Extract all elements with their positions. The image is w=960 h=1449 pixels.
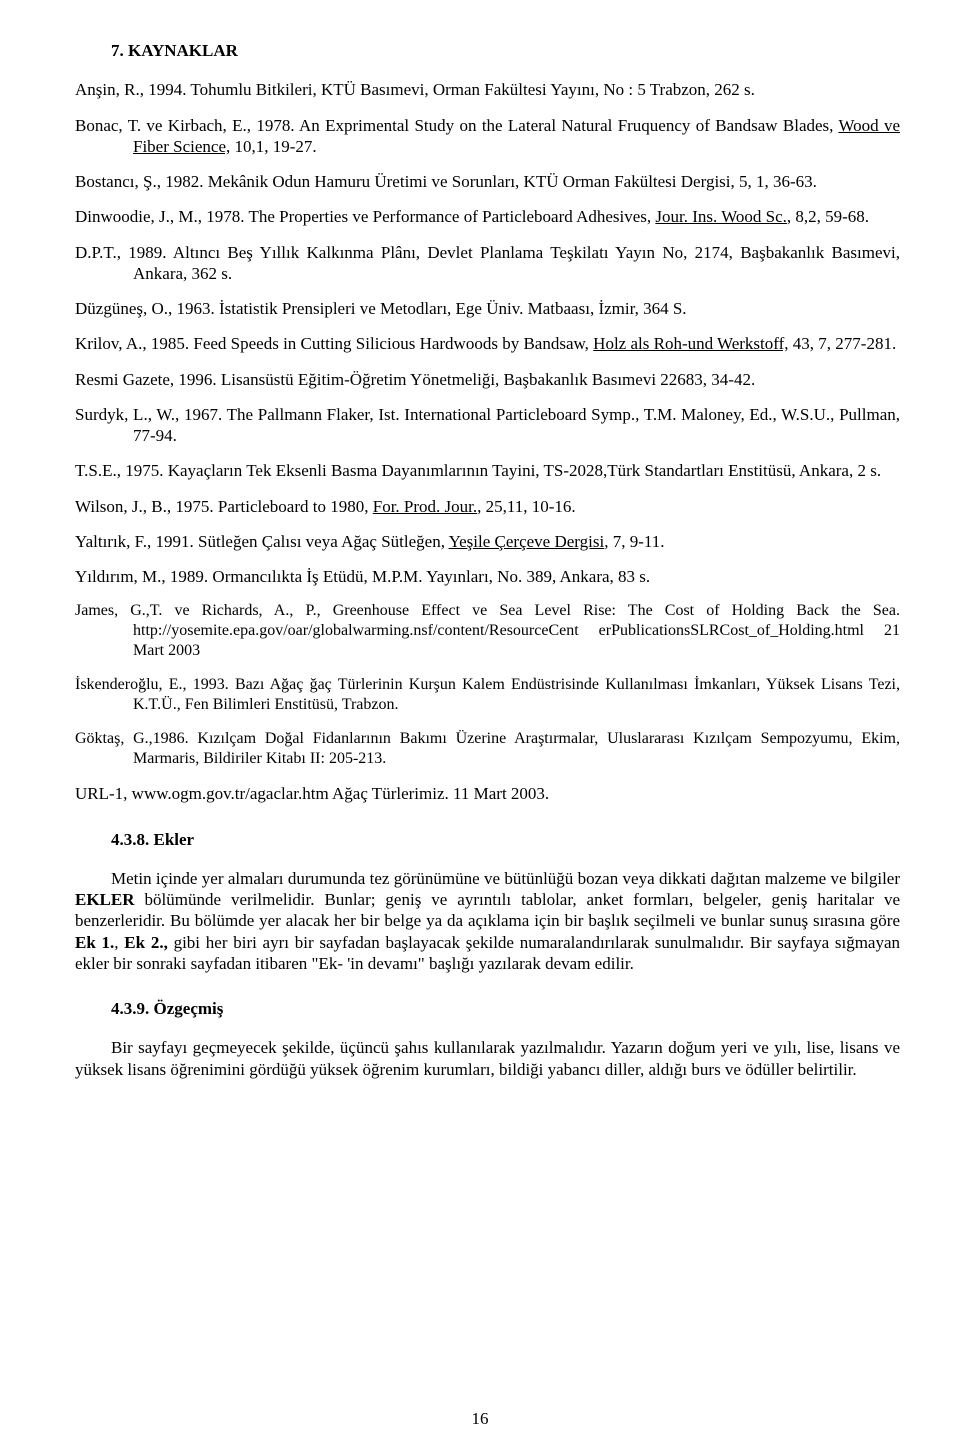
reference-item: Bostancı, Ş., 1982. Mekânik Odun Hamuru …	[75, 171, 900, 192]
reference-item: Wilson, J., B., 1975. Particleboard to 1…	[75, 496, 900, 517]
reference-item: D.P.T., 1989. Altıncı Beş Yıllık Kalkınm…	[75, 242, 900, 285]
references-small-list: James, G.,T. ve Richards, A., P., Greenh…	[75, 601, 900, 769]
reference-item: Krilov, A., 1985. Feed Speeds in Cutting…	[75, 333, 900, 354]
reference-text: T.S.E., 1975. Kayaçların Tek Eksenli Bas…	[75, 461, 881, 480]
page-number: 16	[0, 1408, 960, 1429]
reference-item: Anşin, R., 1994. Tohumlu Bitkileri, KTÜ …	[75, 79, 900, 100]
reference-text: Krilov, A., 1985. Feed Speeds in Cutting…	[75, 334, 593, 353]
reference-text: James, G.,T. ve Richards, A., P., Greenh…	[75, 602, 900, 659]
reference-text: , 7, 9-11.	[604, 532, 664, 551]
reference-underline: Jour. Ins. Wood Sc.	[655, 207, 787, 226]
reference-text: Düzgüneş, O., 1963. İstatistik Prensiple…	[75, 299, 687, 318]
para-text: Bir sayfayı geçmeyecek şekilde, üçüncü ş…	[75, 1038, 900, 1078]
para-bold: Ek 1.	[75, 933, 114, 952]
reference-item: Göktaş, G.,1986. Kızılçam Doğal Fidanlar…	[75, 729, 900, 769]
para-bold: Ek 2.,	[124, 933, 168, 952]
section-heading: 7. KAYNAKLAR	[75, 40, 900, 61]
para-text: ,	[114, 933, 124, 952]
reference-item: Düzgüneş, O., 1963. İstatistik Prensiple…	[75, 298, 900, 319]
paragraph-ozgecmis: Bir sayfayı geçmeyecek şekilde, üçüncü ş…	[75, 1037, 900, 1080]
reference-text: Bostancı, Ş., 1982. Mekânik Odun Hamuru …	[75, 172, 817, 191]
reference-text: D.P.T., 1989. Altıncı Beş Yıllık Kalkınm…	[75, 243, 900, 283]
reference-item: James, G.,T. ve Richards, A., P., Greenh…	[75, 601, 900, 661]
reference-text: İskenderoğlu, E., 1993. Bazı Ağaç ğaç Tü…	[75, 676, 900, 713]
reference-url: URL-1, www.ogm.gov.tr/agaclar.htm Ağaç T…	[75, 783, 900, 804]
reference-item: Yıldırım, M., 1989. Ormancılıkta İş Etüd…	[75, 566, 900, 587]
reference-text: Dinwoodie, J., M., 1978. The Properties …	[75, 207, 655, 226]
reference-underline: Holz als Roh-und Werkstoff,	[593, 334, 788, 353]
references-list: Anşin, R., 1994. Tohumlu Bitkileri, KTÜ …	[75, 79, 900, 587]
reference-item: Yaltırık, F., 1991. Sütleğen Çalısı veya…	[75, 531, 900, 552]
reference-underline: For. Prod. Jour.	[373, 497, 477, 516]
para-text: bölümünde verilmelidir. Bunlar; geniş ve…	[75, 890, 900, 930]
para-text: Metin içinde yer almaları durumunda tez …	[111, 869, 900, 888]
reference-text: Yıldırım, M., 1989. Ormancılıkta İş Etüd…	[75, 567, 650, 586]
reference-underline: Yeşile Çerçeve Dergisi	[449, 532, 605, 551]
paragraph-ekler: Metin içinde yer almaları durumunda tez …	[75, 868, 900, 974]
reference-item: Surdyk, L., W., 1967. The Pallmann Flake…	[75, 404, 900, 447]
reference-text: 10,1, 19-27.	[230, 137, 316, 156]
reference-text: , 25,11, 10-16.	[477, 497, 576, 516]
reference-text: 43, 7, 277-281.	[789, 334, 897, 353]
subheading-ozgecmis: 4.3.9. Özgeçmiş	[75, 998, 900, 1019]
reference-text: Surdyk, L., W., 1967. The Pallmann Flake…	[75, 405, 900, 445]
reference-text: Anşin, R., 1994. Tohumlu Bitkileri, KTÜ …	[75, 80, 755, 99]
para-bold: EKLER	[75, 890, 135, 909]
reference-item: Bonac, T. ve Kirbach, E., 1978. An Expri…	[75, 115, 900, 158]
reference-item: Resmi Gazete, 1996. Lisansüstü Eğitim-Öğ…	[75, 369, 900, 390]
reference-item: Dinwoodie, J., M., 1978. The Properties …	[75, 206, 900, 227]
reference-text: Yaltırık, F., 1991. Sütleğen Çalısı veya…	[75, 532, 449, 551]
reference-text: Resmi Gazete, 1996. Lisansüstü Eğitim-Öğ…	[75, 370, 755, 389]
subheading-ekler: 4.3.8. Ekler	[75, 829, 900, 850]
reference-text: Göktaş, G.,1986. Kızılçam Doğal Fidanlar…	[75, 730, 900, 767]
reference-text: Wilson, J., B., 1975. Particleboard to 1…	[75, 497, 373, 516]
reference-item: T.S.E., 1975. Kayaçların Tek Eksenli Bas…	[75, 460, 900, 481]
para-text: gibi her biri ayrı bir sayfadan başlayac…	[75, 933, 900, 973]
reference-text: , 8,2, 59-68.	[787, 207, 869, 226]
reference-text: Bonac, T. ve Kirbach, E., 1978. An Expri…	[75, 116, 838, 135]
reference-item: İskenderoğlu, E., 1993. Bazı Ağaç ğaç Tü…	[75, 675, 900, 715]
